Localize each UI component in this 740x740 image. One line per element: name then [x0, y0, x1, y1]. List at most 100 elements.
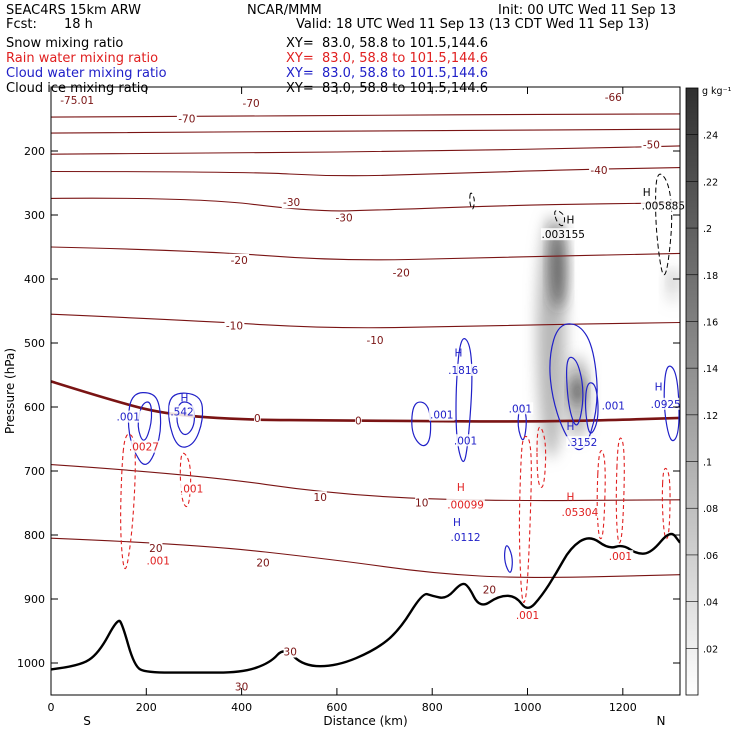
- isotherm-label-bg: [482, 583, 496, 596]
- cloud-water-contour: [504, 545, 513, 573]
- isotherm-line: [51, 167, 680, 177]
- high-marker: H: [643, 187, 651, 199]
- valid-time: Valid: 18 UTC Wed 11 Sep 13 (13 CDT Wed …: [296, 17, 650, 32]
- high-marker: H: [454, 348, 462, 360]
- isotherm-label: -20: [231, 255, 248, 267]
- model-title: SEAC4RS 15km ARW: [6, 3, 142, 18]
- x-tick-label: 800: [422, 701, 443, 714]
- maximum-label-bg: [446, 498, 485, 511]
- colorbar-bar: [685, 87, 699, 696]
- maximum-label: .0925: [651, 399, 681, 411]
- isotherm-label: 20: [483, 584, 496, 596]
- maximum-label: .001: [516, 610, 539, 622]
- isotherm-label-bg: [365, 333, 385, 346]
- isotherm-label: -70: [243, 98, 260, 110]
- forecast-hour: 18 h: [64, 17, 93, 32]
- isotherm-label: 20: [256, 558, 269, 570]
- maximum-label-bg: [566, 436, 599, 449]
- maximum-label-bg: [607, 550, 634, 563]
- isotherm-label: 0: [254, 413, 261, 425]
- isotherm-label-bg: [176, 112, 197, 125]
- colorbar-tick-label: .18: [703, 271, 718, 282]
- maximum-label: .005885: [642, 200, 685, 212]
- snow-shade-peak: [550, 223, 567, 309]
- isotherm-label-bg: [224, 319, 245, 332]
- legend-xy: XY= 83.0, 58.8 to 101.5,144.6: [286, 36, 489, 51]
- cloud-ice-contour: [554, 210, 566, 227]
- colorbar-tick-label: .12: [703, 411, 718, 422]
- isotherm-label: -40: [590, 165, 607, 177]
- isotherm-line: [51, 246, 680, 261]
- isotherm-label-bg: [281, 196, 302, 209]
- isotherm-label-bg: [241, 97, 262, 109]
- isotherm-label: 30: [284, 646, 297, 658]
- isotherm-label: -20: [393, 268, 410, 280]
- y-tick-label: 900: [24, 593, 45, 606]
- maximum-label: .0027: [129, 442, 159, 454]
- maximum-label-bg: [178, 482, 205, 495]
- isotherm-line: [51, 380, 680, 423]
- colorbar-tick-label: .06: [703, 551, 718, 562]
- maximum-label-bg: [449, 530, 482, 543]
- legend-label: Cloud ice mixing ratio: [6, 81, 149, 96]
- isotherm-label-bg: [355, 414, 362, 427]
- colorbar-tick-label: .24: [703, 131, 718, 142]
- x-tick-label: 1200: [609, 701, 637, 714]
- maximum-label: .1816: [448, 365, 478, 377]
- rain-contour: [596, 450, 606, 540]
- maximum-label-bg: [640, 199, 686, 212]
- maximum-label: .05304: [562, 507, 599, 519]
- maximum-label-bg: [169, 405, 195, 418]
- maximum-label-bg: [600, 399, 627, 412]
- maximum-label-bg: [540, 228, 586, 241]
- rain-contour: [120, 433, 136, 570]
- legend-xy: XY= 83.0, 58.8 to 101.5,144.6: [286, 66, 489, 81]
- isotherm-line: [51, 313, 680, 329]
- maximum-label-bg: [452, 434, 479, 447]
- legend-label: Snow mixing ratio: [6, 36, 124, 51]
- x-tick-label: 400: [231, 701, 252, 714]
- isotherm-label: 10: [415, 497, 428, 509]
- maximum-label: .001: [602, 401, 625, 413]
- colorbar-tick-label: .14: [703, 364, 718, 375]
- x-tick-label: 0: [48, 701, 55, 714]
- isotherm-label-bg: [256, 556, 270, 569]
- high-marker: H: [453, 517, 461, 529]
- axes-layer: 0 200 400 600 800 1000 12002003004005006007008…: [3, 87, 680, 728]
- maximum-label: .001: [117, 412, 140, 424]
- rain-contour: [536, 426, 547, 488]
- plot-frame: [50, 86, 681, 696]
- cloud-ice-contour: [469, 192, 475, 210]
- cloud-water-layer: [127, 323, 680, 573]
- maximum-label-bg: [560, 505, 600, 518]
- isotherm-label: 0: [355, 415, 362, 427]
- high-marker: H: [180, 392, 188, 404]
- y-axis-label: Pressure (hPa): [3, 348, 17, 434]
- isotherm-label: -50: [643, 140, 660, 152]
- cloud-ice-contour: [655, 173, 673, 276]
- isotherm-label-bg: [283, 645, 297, 658]
- legend-xy: XY= 83.0, 58.8 to 101.5,144.6: [286, 81, 489, 96]
- maximum-label: .001: [180, 483, 203, 495]
- cloud-water-contour: [663, 365, 680, 442]
- maximum-label-bg: [428, 408, 455, 421]
- high-marker: H: [566, 214, 574, 226]
- south-label: S: [83, 714, 91, 728]
- isotherm-label: -30: [335, 213, 352, 225]
- x-tick-label: 1000: [514, 701, 542, 714]
- maximum-label: .003155: [542, 229, 585, 241]
- maximum-label-bg: [514, 609, 541, 621]
- rain-contour: [615, 437, 625, 544]
- maximum-label-bg: [115, 410, 141, 423]
- high-marker: H: [655, 382, 663, 394]
- colorbar-tick-label: .22: [703, 177, 718, 188]
- cloud-water-contour: [168, 392, 204, 448]
- legend-label: Cloud water mixing ratio: [6, 66, 167, 81]
- snow-shade-peak: [570, 376, 585, 406]
- colorbar-tick-label: .04: [703, 598, 718, 609]
- terrain-line: [51, 532, 680, 674]
- isotherm-label: -10: [366, 335, 383, 347]
- forecast-label: Fcst:: [6, 17, 37, 32]
- y-tick-label: 200: [24, 145, 45, 158]
